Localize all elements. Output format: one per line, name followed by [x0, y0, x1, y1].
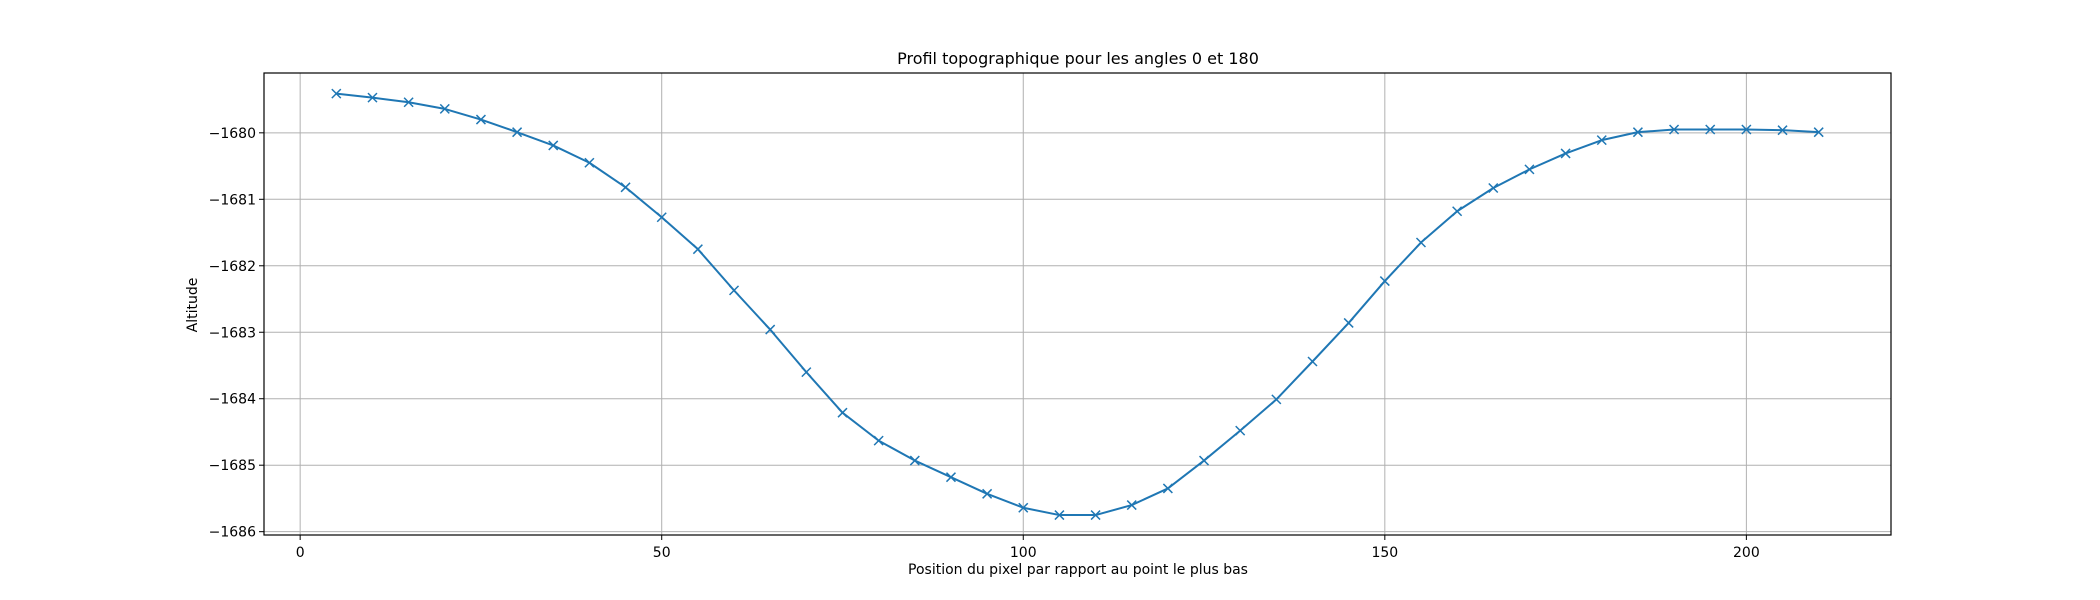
data-point — [403, 97, 414, 108]
data-point — [1705, 124, 1716, 135]
data-point — [873, 435, 884, 446]
y-tick-label: −1686 — [209, 525, 256, 541]
data-series — [331, 88, 1824, 521]
data-point — [1813, 127, 1824, 138]
data-point — [475, 114, 486, 125]
y-tick-label: −1684 — [209, 392, 256, 408]
data-point — [1307, 356, 1318, 367]
data-point — [982, 488, 993, 499]
data-point — [1235, 425, 1246, 436]
data-point — [1018, 502, 1029, 513]
data-point — [1452, 206, 1463, 217]
data-point — [1379, 276, 1390, 287]
x-tick-label: 0 — [296, 545, 305, 561]
data-point — [1162, 483, 1173, 494]
data-point — [1126, 500, 1137, 511]
data-point — [837, 407, 848, 418]
data-point — [909, 455, 920, 466]
y-tick-label: −1681 — [209, 192, 256, 208]
data-point — [620, 182, 631, 193]
data-point — [945, 472, 956, 483]
data-point — [331, 88, 342, 99]
data-point — [1343, 317, 1354, 328]
data-point — [1741, 124, 1752, 135]
data-point — [439, 103, 450, 114]
data-point — [1271, 394, 1282, 405]
y-axis-label: Altitude — [185, 278, 201, 333]
data-point — [1669, 124, 1680, 135]
series-line — [336, 92, 1819, 517]
x-tick-label: 50 — [653, 545, 671, 561]
y-tick-label: −1683 — [209, 325, 256, 341]
data-point — [692, 244, 703, 255]
data-point — [1596, 135, 1607, 146]
data-point — [656, 212, 667, 223]
x-tick-label: 200 — [1733, 545, 1760, 561]
y-tick-label: −1685 — [209, 458, 256, 474]
data-point — [1560, 148, 1571, 159]
x-tick-label: 150 — [1371, 545, 1398, 561]
data-point — [1524, 164, 1535, 175]
grid-lines — [264, 73, 1891, 535]
x-tick-label: 100 — [1010, 545, 1037, 561]
data-point — [1054, 510, 1065, 521]
data-point — [1777, 125, 1788, 136]
data-point — [801, 367, 812, 378]
plot-frame — [263, 72, 1892, 536]
data-point — [1415, 237, 1427, 248]
y-tick-label: −1682 — [209, 259, 256, 275]
y-tick-label: −1680 — [209, 126, 256, 142]
data-point — [765, 324, 776, 335]
data-point — [1199, 455, 1210, 466]
x-axis-label: Position du pixel par rapport au point l… — [908, 562, 1248, 578]
chart-title: Profil topographique pour les angles 0 e… — [897, 49, 1259, 68]
data-point — [1488, 182, 1499, 194]
data-point — [367, 92, 378, 103]
data-point — [548, 140, 559, 151]
data-point — [584, 157, 595, 168]
data-point — [728, 285, 740, 296]
data-point — [1632, 127, 1643, 138]
data-point — [1090, 510, 1101, 521]
data-point — [512, 127, 523, 138]
axis-ticks: 0 50 100 150 200 −1686 −1685 −1684 −1683 −1682 −16… — [209, 126, 1760, 561]
